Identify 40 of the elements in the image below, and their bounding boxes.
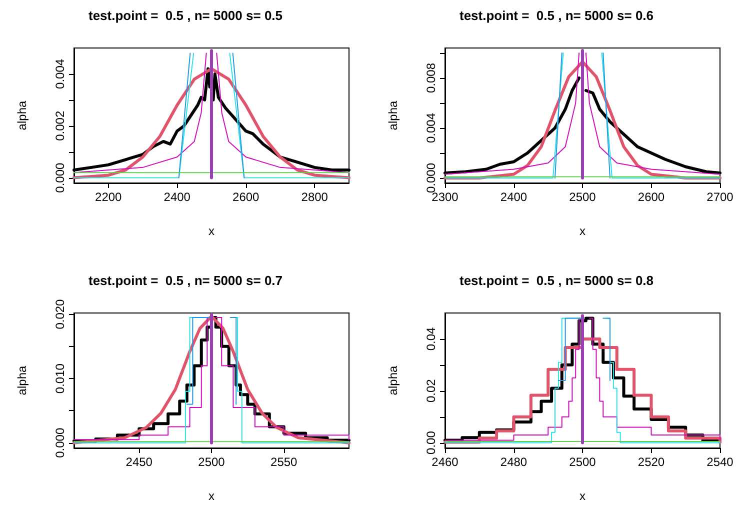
y-tick-label: 0.020	[53, 298, 67, 330]
y-axis-title: alpha	[386, 100, 400, 130]
x-tick-label: 2540	[706, 455, 734, 469]
y-tick-label: 0.000	[424, 162, 438, 194]
y-tick-label: 0.02	[424, 378, 438, 403]
y-tick-label: 0.008	[424, 62, 438, 94]
x-tick-label: 2800	[301, 190, 328, 204]
y-tick-label: 0.004	[424, 112, 438, 144]
x-axis-title: x	[580, 224, 586, 238]
y-axis-title: alpha	[15, 100, 29, 130]
y-tick-label: 0.04	[424, 326, 438, 351]
x-tick-label: 2400	[500, 190, 528, 204]
chart-title: test.point = 0.5 , n= 5000 s= 0.6	[459, 8, 654, 23]
x-tick-label: 2200	[95, 190, 122, 204]
x-tick-label: 2550	[270, 455, 298, 469]
x-tick-label: 2500	[198, 455, 226, 469]
x-axis-title: x	[208, 224, 214, 238]
x-tick-label: 2400	[164, 190, 191, 204]
x-tick-label: 2500	[569, 190, 596, 204]
y-tick-label: 0.010	[53, 363, 67, 394]
x-tick-label: 2480	[500, 455, 528, 469]
chart-title: test.point = 0.5 , n= 5000 s= 0.8	[459, 273, 654, 288]
x-tick-label: 2450	[126, 455, 153, 469]
x-tick-label: 2700	[706, 190, 734, 204]
x-tick-label: 2600	[638, 190, 665, 204]
y-tick-label: 0.004	[53, 58, 67, 89]
y-tick-label: 0.00	[424, 430, 438, 454]
x-tick-label: 2500	[569, 455, 596, 469]
y-tick-label: 0.000	[53, 162, 67, 193]
chart-title: test.point = 0.5 , n= 5000 s= 0.7	[88, 273, 283, 288]
x-tick-label: 2520	[638, 455, 665, 469]
x-axis-title: x	[580, 489, 586, 503]
chart-title: test.point = 0.5 , n= 5000 s= 0.5	[88, 8, 283, 23]
x-tick-label: 2460	[432, 455, 459, 469]
x-axis-title: x	[208, 489, 214, 503]
x-tick-label: 2600	[232, 190, 260, 204]
y-tick-label: 0.000	[53, 428, 67, 458]
y-axis-title: alpha	[15, 366, 29, 396]
y-axis-title: alpha	[386, 366, 400, 396]
y-tick-label: 0.002	[53, 110, 67, 141]
